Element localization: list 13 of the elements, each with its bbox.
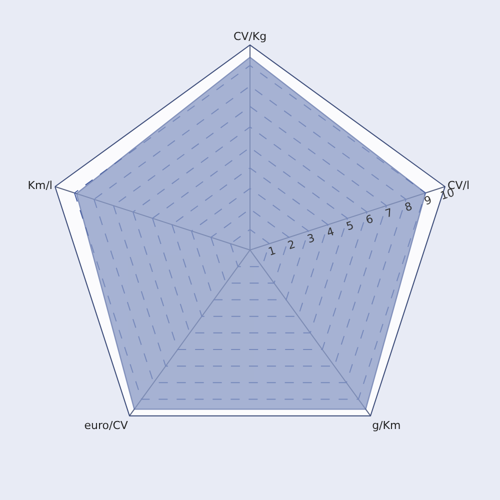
y-tick-label: 5: [344, 218, 356, 234]
spoke-label: CV/Kg: [233, 30, 267, 44]
y-tick-label: 7: [384, 206, 394, 221]
y-tick-label: 6: [364, 212, 375, 227]
y-tick-label: 2: [286, 238, 297, 252]
spoke-label: g/Km: [372, 419, 401, 432]
spoke-label: Km/l: [28, 178, 52, 192]
y-tick-label: 3: [306, 231, 316, 246]
y-tick-label: 8: [403, 200, 414, 214]
y-tick-label: 4: [325, 225, 336, 240]
spoke-label: euro/CV: [84, 419, 128, 432]
y-tick-label: 1: [266, 244, 278, 259]
y-tick-label: 9: [422, 193, 434, 208]
